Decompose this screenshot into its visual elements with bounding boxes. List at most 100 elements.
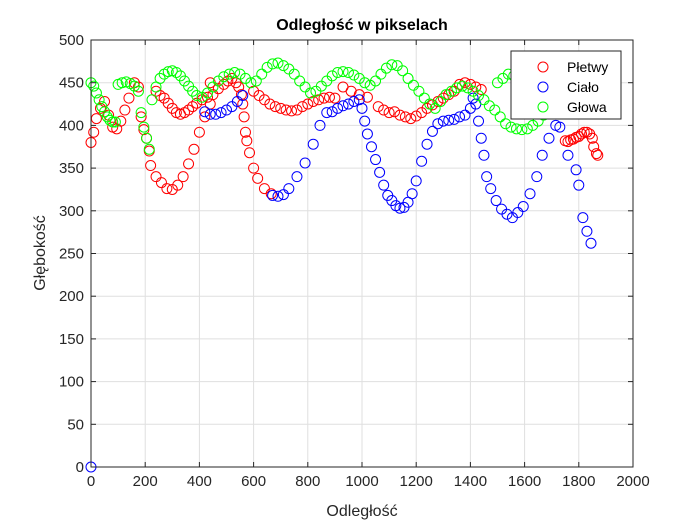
data-point <box>464 78 476 90</box>
data-point <box>370 75 382 87</box>
x-tick-label: 400 <box>187 473 212 490</box>
data-point <box>361 128 373 140</box>
x-tick-label: 800 <box>295 473 320 490</box>
data-point <box>221 104 232 116</box>
data-point <box>183 104 195 116</box>
data-point <box>353 89 365 101</box>
data-point <box>378 104 390 116</box>
data-point <box>267 189 279 201</box>
data-point <box>275 102 287 114</box>
y-tick-label: 350 <box>59 160 84 177</box>
legend-marker <box>537 61 549 73</box>
data-point <box>231 95 243 107</box>
data-point <box>536 149 548 161</box>
data-point <box>187 85 199 97</box>
data-point <box>386 59 398 71</box>
data-point <box>342 98 354 110</box>
data-point <box>267 58 279 70</box>
data-point <box>138 121 150 133</box>
data-point <box>204 108 216 120</box>
legend-box <box>510 50 622 120</box>
data-point <box>500 118 512 130</box>
data-point <box>467 92 479 104</box>
data-point <box>445 85 457 97</box>
data-point <box>394 202 406 214</box>
y-axis-ticks: 0 50 100 150 200 250 300 350 400 450 500 <box>59 32 633 476</box>
y-tick-label: 250 <box>59 246 84 263</box>
data-point <box>413 85 425 97</box>
data-point <box>283 183 295 195</box>
data-point <box>93 94 105 106</box>
data-point <box>489 104 501 116</box>
data-point <box>443 89 455 101</box>
data-point <box>294 75 306 87</box>
data-point <box>256 68 268 80</box>
data-point <box>375 68 387 80</box>
data-point <box>269 101 281 113</box>
data-point <box>437 92 449 104</box>
series-1 <box>85 90 597 473</box>
data-point <box>543 132 555 144</box>
data-point <box>199 106 211 118</box>
data-point <box>353 94 365 106</box>
y-tick-label: 100 <box>59 374 84 391</box>
data-point <box>359 77 371 89</box>
data-point <box>356 102 368 114</box>
data-point <box>567 133 579 145</box>
data-point <box>505 121 517 133</box>
data-point <box>252 172 264 184</box>
data-point <box>143 143 155 155</box>
data-point <box>218 71 230 83</box>
data-point <box>475 84 487 96</box>
data-point <box>459 77 471 89</box>
data-point <box>581 225 593 237</box>
data-point <box>451 82 463 94</box>
y-tick-label: 450 <box>59 75 84 92</box>
data-point <box>296 101 308 113</box>
x-tick-label: 600 <box>241 473 266 490</box>
data-point <box>516 124 528 136</box>
data-point <box>501 208 513 220</box>
data-point <box>288 68 300 80</box>
data-point <box>239 126 251 138</box>
data-point <box>389 106 401 118</box>
data-point <box>365 141 377 153</box>
x-tick-label: 2000 <box>616 473 649 490</box>
data-point <box>115 115 127 127</box>
data-point <box>299 81 311 93</box>
data-point <box>307 138 319 150</box>
data-point <box>307 95 319 107</box>
data-point <box>132 85 144 97</box>
data-point <box>135 107 147 119</box>
data-point <box>510 123 522 135</box>
data-point <box>299 157 311 169</box>
data-point <box>374 166 386 178</box>
x-tick-label: 1400 <box>454 473 487 490</box>
legend-label: Głowa <box>567 99 607 115</box>
y-tick-label: 300 <box>59 203 84 220</box>
data-point <box>573 179 585 191</box>
data-point <box>155 177 167 189</box>
data-point <box>245 77 257 89</box>
data-point <box>229 66 241 78</box>
data-point <box>337 66 349 78</box>
data-point <box>429 102 441 114</box>
data-point <box>590 148 602 160</box>
data-point <box>207 89 219 101</box>
data-point <box>321 107 333 119</box>
data-point <box>191 97 203 109</box>
legend: Płetwy Ciało Głowa <box>510 50 622 120</box>
data-point <box>410 110 422 122</box>
data-point <box>361 91 373 103</box>
data-point <box>286 105 298 117</box>
data-point <box>313 94 325 106</box>
data-point <box>123 92 135 104</box>
data-point <box>302 98 314 110</box>
data-point <box>432 95 444 107</box>
data-point <box>237 98 249 110</box>
data-point <box>291 171 303 183</box>
data-point <box>99 106 111 118</box>
data-point <box>150 171 162 183</box>
data-point <box>119 104 131 116</box>
data-point <box>135 111 147 123</box>
